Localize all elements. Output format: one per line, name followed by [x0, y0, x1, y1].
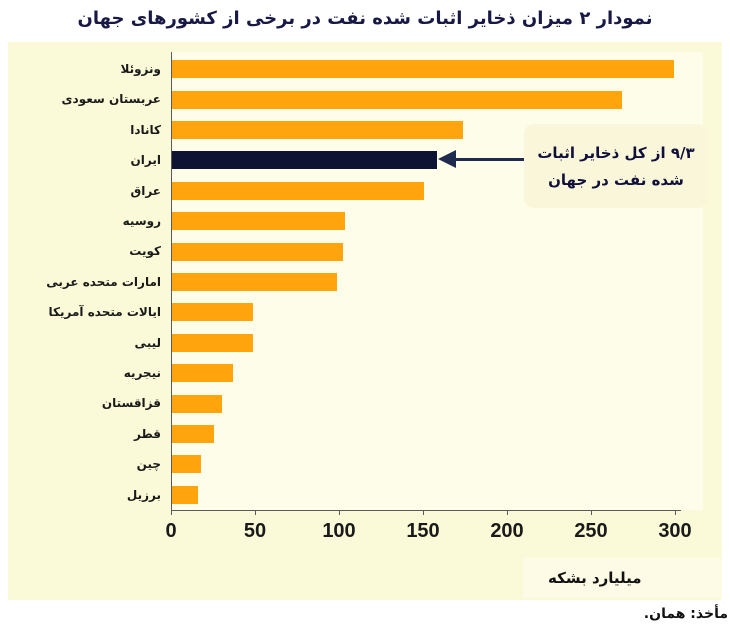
category-label: روسیه [122, 214, 161, 228]
bar [172, 212, 346, 231]
bar [172, 425, 214, 443]
category-label: کویت [129, 244, 161, 259]
category-label: قزاقستان [101, 396, 161, 411]
category-label: برزیل [126, 487, 161, 502]
category-label: چین [136, 457, 161, 472]
x-tick-mark [423, 510, 424, 515]
bar [172, 90, 623, 109]
bar [172, 485, 199, 504]
category-label: نیجریه [123, 366, 161, 380]
x-axis-unit-label: میلیارد بشکه [523, 558, 722, 598]
category-label: ایران [130, 153, 161, 168]
category-label: قطر [133, 426, 161, 441]
annotation-line-1: ۹/۳ از کل ذخایر اثبات [537, 144, 695, 162]
x-tick-mark [507, 510, 508, 515]
x-tick-label: 0 [165, 520, 177, 542]
x-axis-line [171, 510, 681, 511]
category-label: عراق [130, 183, 161, 198]
x-tick-label: 300 [658, 520, 692, 542]
bar [172, 181, 424, 200]
category-label: عربستان سعودی [61, 92, 161, 107]
bar [172, 333, 254, 352]
bar [172, 364, 234, 383]
x-tick-mark [591, 510, 592, 515]
bar [172, 242, 343, 261]
bar [172, 303, 254, 322]
bar [172, 121, 463, 139]
annotation-arrow-line [456, 158, 524, 161]
x-tick-label: 250 [574, 520, 608, 542]
bar-highlighted [172, 151, 438, 170]
x-tick-mark [171, 510, 172, 515]
y-axis-line [171, 52, 172, 511]
category-label: لیبی [134, 335, 161, 350]
bar [172, 455, 202, 474]
annotation-arrow-head [438, 150, 456, 168]
x-tick-mark [339, 510, 340, 515]
category-label: ونزوئلا [120, 62, 161, 76]
annotation-callout: ۹/۳ از کل ذخایر اثبات شده نفت در جهان [524, 124, 708, 208]
bar [172, 394, 223, 413]
category-label: کانادا [130, 122, 161, 137]
x-axis-unit-text: میلیارد بشکه [548, 569, 642, 587]
x-tick-label: 150 [406, 520, 440, 542]
bar [172, 60, 675, 79]
x-tick-label: 100 [322, 520, 356, 542]
chart-title: نمودار ۲ میزان ذخایر اثبات شده نفت در بر… [77, 8, 653, 29]
x-tick-mark [255, 510, 256, 515]
x-tick-label: 200 [490, 520, 524, 542]
annotation-line-2: شده نفت در جهان [548, 171, 684, 189]
category-label: امارات متحده عربی [46, 274, 161, 289]
x-tick-mark [675, 510, 676, 515]
x-tick-label: 50 [243, 520, 267, 542]
category-label: ایالات متحده آمریکا [48, 305, 161, 320]
source-note: مأخذ: همان. [643, 606, 728, 622]
bar [172, 273, 337, 291]
